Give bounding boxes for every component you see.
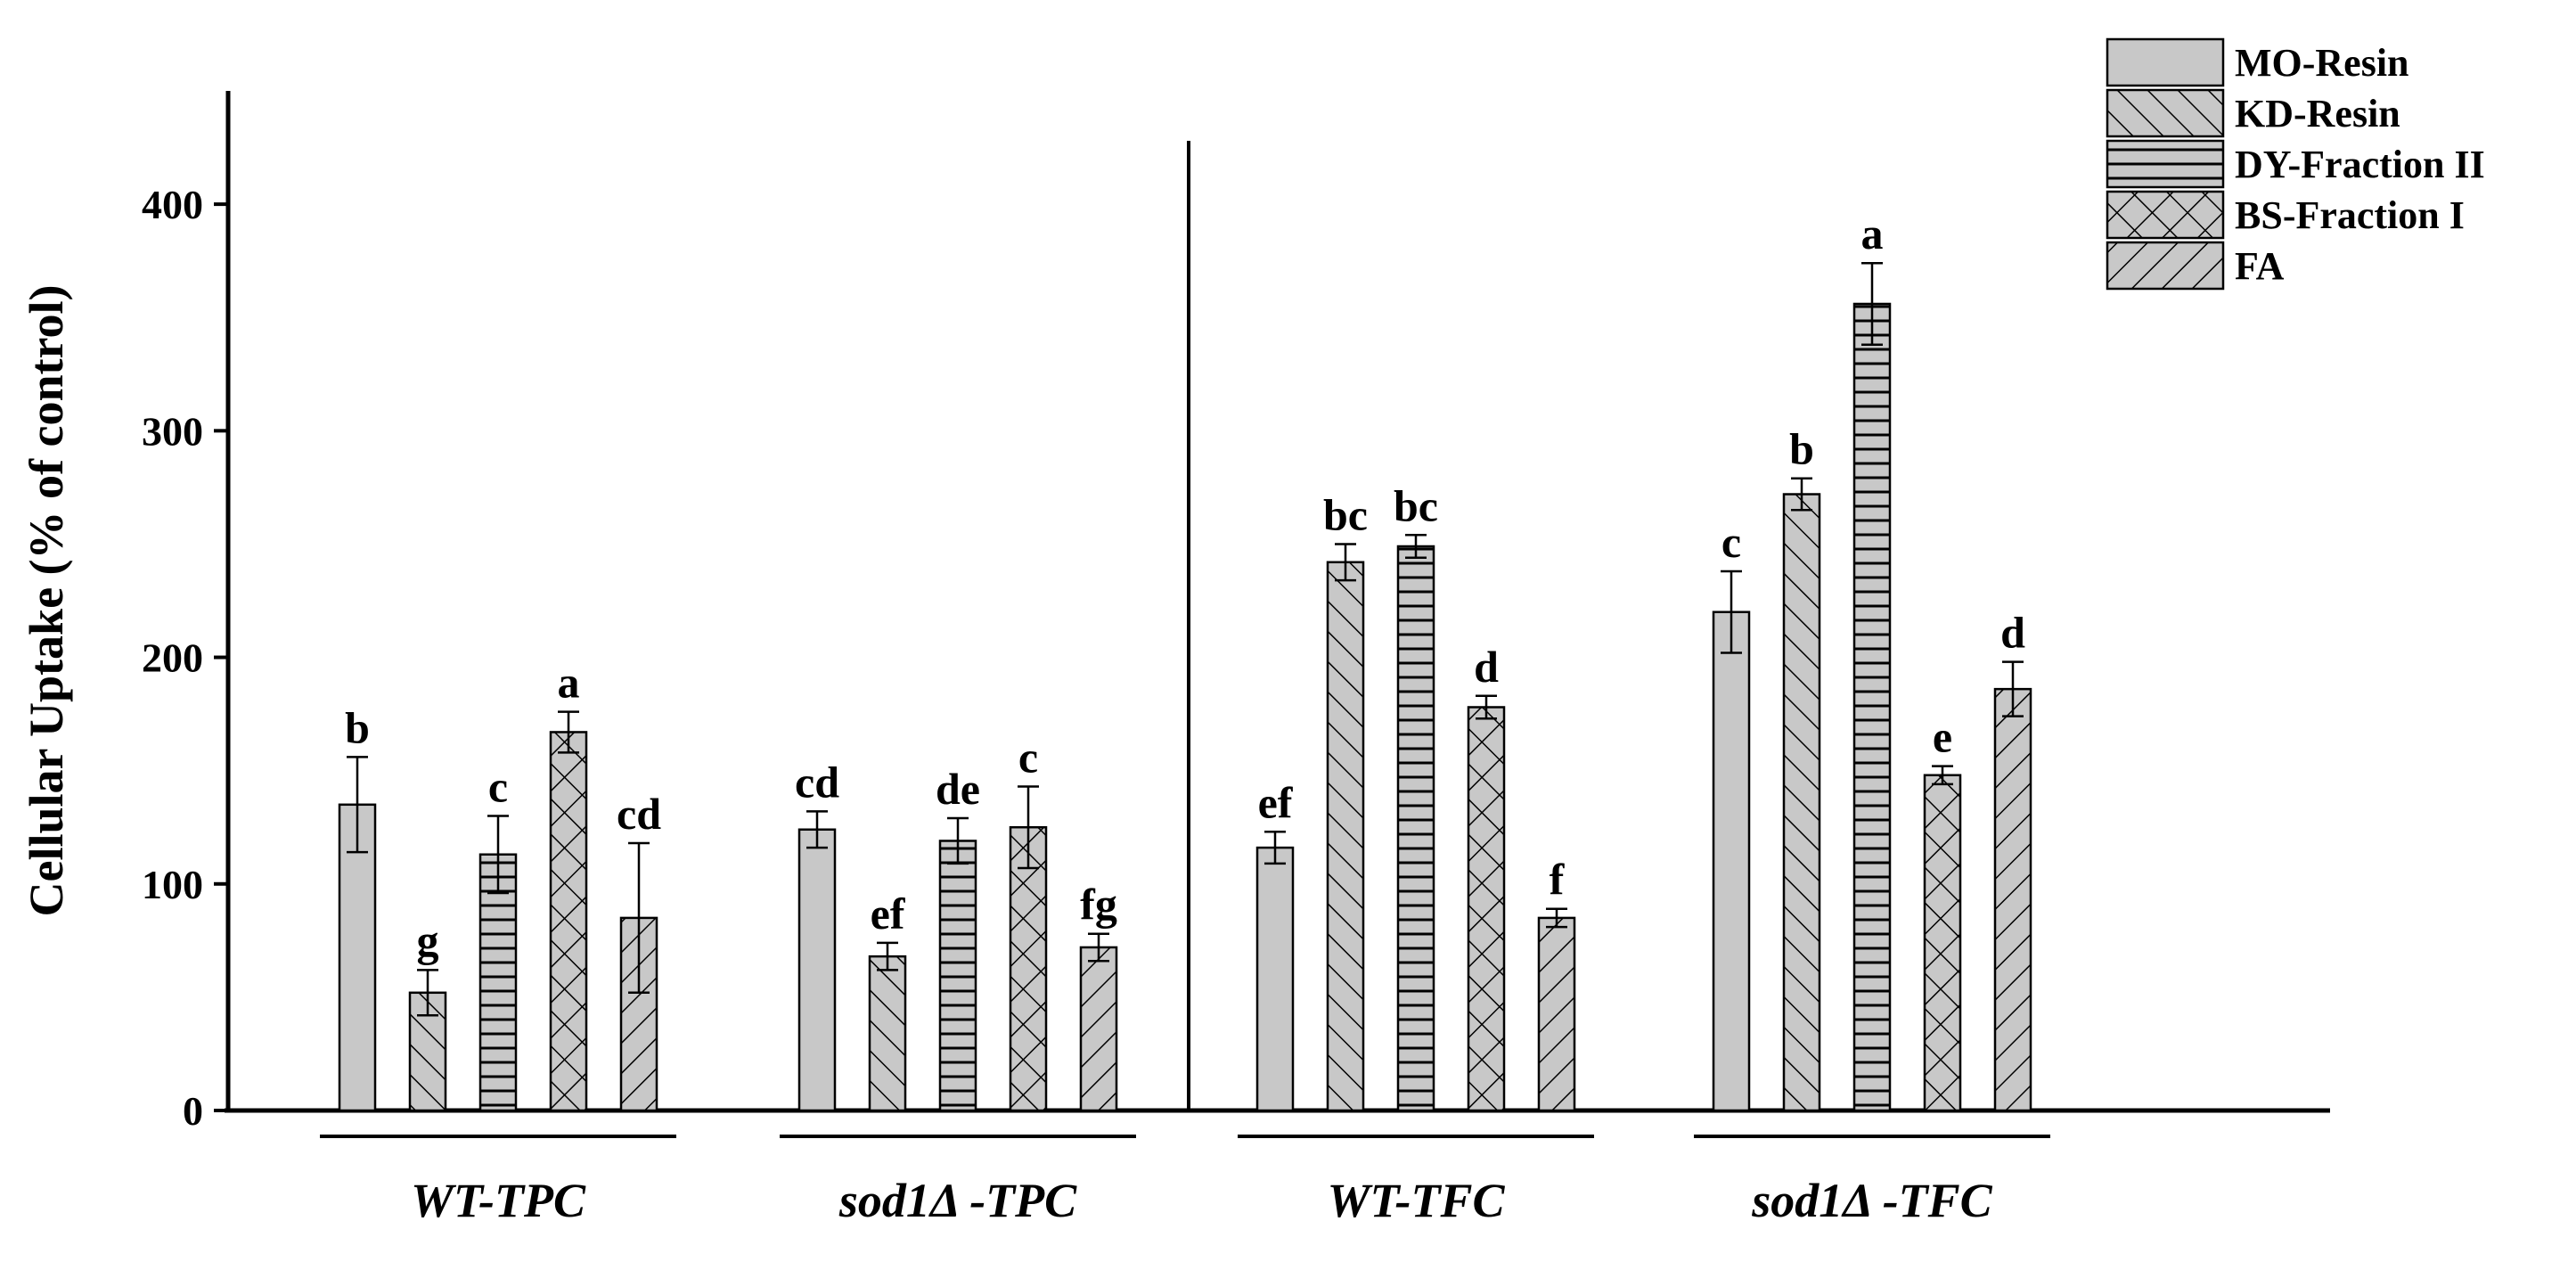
legend-label-kd-resin: KD-Resin bbox=[2235, 92, 2400, 135]
bar-wt-tfc-kd-resin bbox=[1326, 561, 1365, 1112]
significance-letter: c bbox=[488, 762, 508, 812]
bar-wt-tfc-bs-fraction-i bbox=[1467, 706, 1506, 1112]
bar-wt-tpc-bs-fraction-i bbox=[549, 731, 588, 1112]
significance-letter: ef bbox=[1258, 777, 1294, 827]
significance-letter: bc bbox=[1394, 480, 1438, 530]
legend-label-mo-resin: MO-Resin bbox=[2235, 41, 2409, 85]
bar-wt-tfc-mo-resin bbox=[1255, 846, 1295, 1112]
bar-sod1-tfc-dy-fraction-ii bbox=[1852, 302, 1892, 1112]
significance-letter: b bbox=[345, 702, 370, 752]
group-label-wt-tpc: WT-TPC bbox=[411, 1174, 586, 1227]
legend-swatch-dy-fraction-ii bbox=[2106, 139, 2225, 189]
legend-swatch-bs-fraction-i bbox=[2106, 190, 2225, 240]
significance-letter: c bbox=[1018, 732, 1038, 782]
bar-wt-tpc-dy-fraction-ii bbox=[478, 853, 518, 1112]
legend-swatch-mo-resin bbox=[2106, 37, 2225, 87]
significance-letter: d bbox=[1474, 642, 1499, 692]
significance-letter: cd bbox=[617, 789, 661, 839]
significance-letter: bc bbox=[1323, 489, 1368, 539]
legend-label-bs-fraction-i: BS-Fraction I bbox=[2235, 193, 2465, 237]
significance-letter: a bbox=[1861, 209, 1884, 258]
legend-label-dy-fraction-ii: DY-Fraction II bbox=[2235, 143, 2485, 186]
legend: MO-Resin KD-Resin DY-Fraction II BS-Fractio… bbox=[2106, 37, 2485, 291]
group-label-sod1-tfc: sod1Δ -TFC bbox=[1751, 1174, 1992, 1227]
group-label-wt-tfc: WT-TFC bbox=[1327, 1174, 1505, 1227]
significance-letter: f bbox=[1550, 855, 1566, 905]
significance-letter: g bbox=[417, 915, 439, 965]
bar-sod1-tfc-kd-resin bbox=[1782, 493, 1821, 1112]
legend-swatch-kd-resin bbox=[2106, 88, 2225, 138]
bar-wt-tpc-mo-resin bbox=[338, 803, 377, 1112]
y-ticks: 0 100 200 300 400 bbox=[142, 182, 228, 1134]
significance-letter: ef bbox=[871, 889, 906, 938]
bar-sod1-tfc-bs-fraction-i bbox=[1923, 774, 1962, 1112]
y-tick-label: 0 bbox=[183, 1088, 203, 1134]
significance-letter: d bbox=[2000, 608, 2025, 658]
bar-sod1-tpc-kd-resin bbox=[868, 955, 907, 1112]
bars bbox=[338, 302, 2032, 1112]
y-tick-label: 200 bbox=[142, 635, 203, 681]
legend-label-fa: FA bbox=[2235, 244, 2285, 288]
significance-letter: de bbox=[936, 764, 980, 814]
error-bars bbox=[347, 261, 2024, 1017]
y-tick-label: 400 bbox=[142, 182, 203, 227]
significance-letter: c bbox=[1721, 517, 1741, 567]
significance-letter: cd bbox=[795, 757, 839, 807]
bar-wt-tfc-dy-fraction-ii bbox=[1396, 545, 1435, 1112]
y-axis-title: Cellular Uptake (% of control) bbox=[20, 285, 73, 917]
bar-sod1-tpc-bs-fraction-i bbox=[1009, 825, 1048, 1112]
significance-letter: e bbox=[1933, 712, 1952, 762]
bar-sod1-tpc-fa bbox=[1079, 946, 1118, 1112]
bar-sod1-tfc-fa bbox=[1993, 687, 2032, 1112]
y-tick-label: 300 bbox=[142, 408, 203, 454]
significance-letter: b bbox=[1789, 424, 1814, 474]
bar-wt-tfc-fa bbox=[1537, 916, 1576, 1112]
group-labels: WT-TPC sod1Δ -TPC WT-TFC sod1Δ -TFC bbox=[320, 1135, 2050, 1227]
legend-swatch-fa bbox=[2106, 241, 2225, 291]
bar-sod1-tpc-mo-resin bbox=[797, 828, 837, 1112]
group-label-sod1-tpc: sod1Δ -TPC bbox=[838, 1174, 1077, 1227]
significance-letter: fg bbox=[1080, 880, 1117, 930]
bar-sod1-tpc-dy-fraction-ii bbox=[938, 840, 977, 1112]
y-tick-label: 100 bbox=[142, 862, 203, 907]
significance-letter: a bbox=[558, 658, 580, 708]
bar-sod1-tfc-mo-resin bbox=[1712, 611, 1751, 1112]
